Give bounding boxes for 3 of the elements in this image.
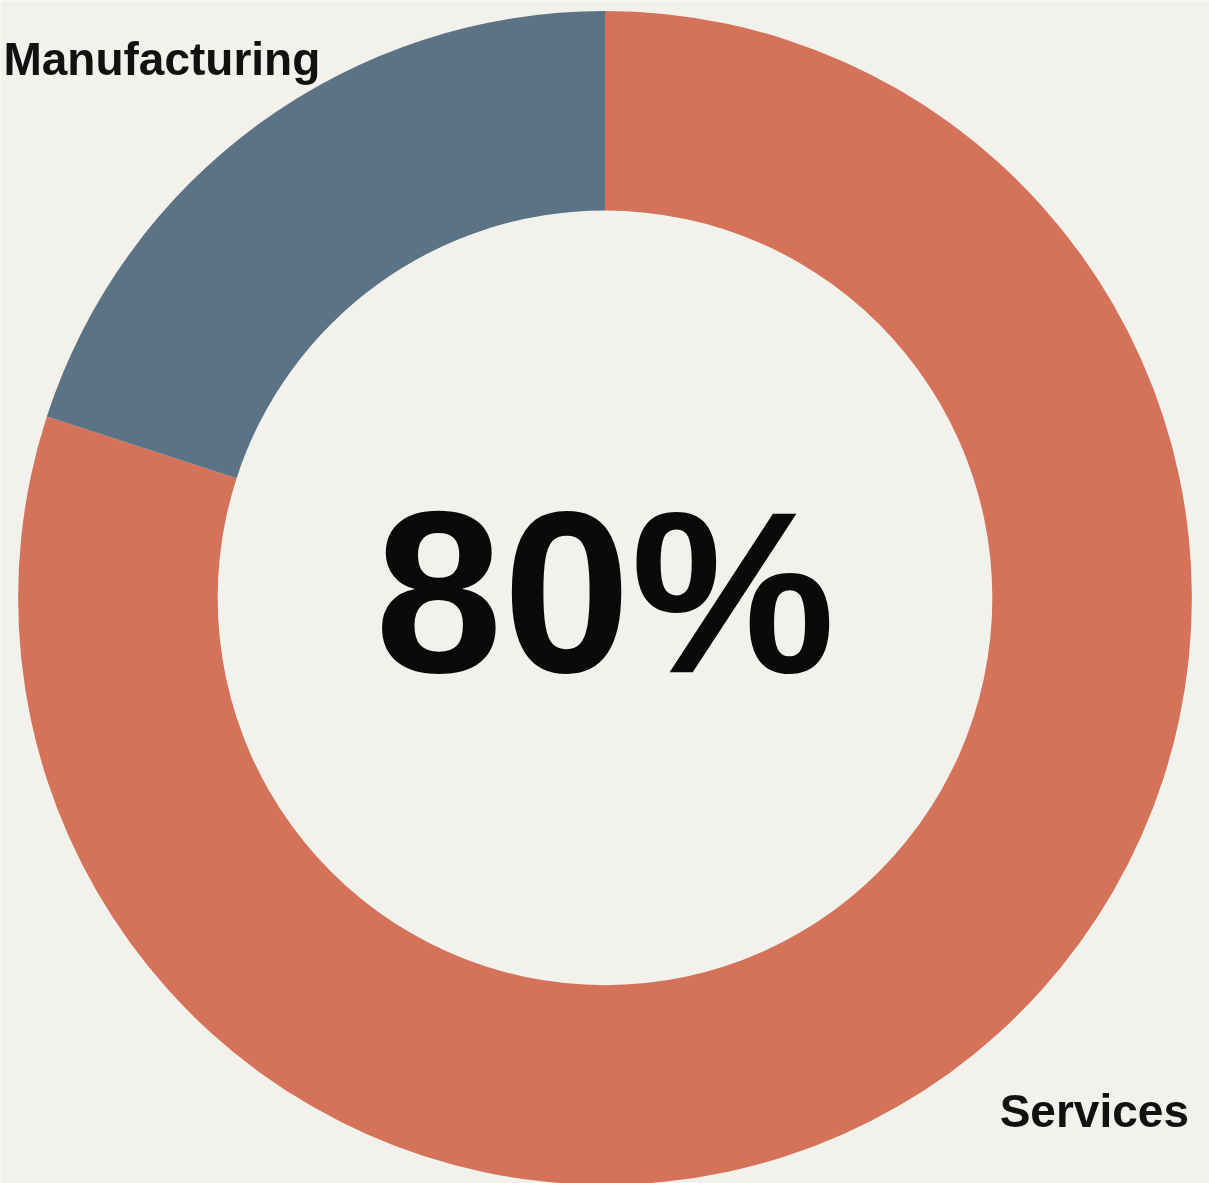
slice-label: Manufacturing <box>3 32 321 85</box>
slice-label: Services <box>999 1084 1189 1137</box>
text: 80% <box>374 463 836 721</box>
